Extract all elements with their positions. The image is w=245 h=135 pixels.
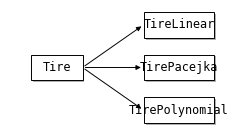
FancyBboxPatch shape <box>33 56 84 82</box>
Text: TirePolynomial: TirePolynomial <box>129 104 229 117</box>
FancyBboxPatch shape <box>146 14 216 40</box>
Text: Tire: Tire <box>42 61 71 74</box>
FancyBboxPatch shape <box>31 55 83 80</box>
FancyBboxPatch shape <box>144 12 214 38</box>
FancyBboxPatch shape <box>144 55 214 80</box>
Text: TirePacejka: TirePacejka <box>140 61 218 74</box>
Text: TireLinear: TireLinear <box>143 18 215 31</box>
FancyBboxPatch shape <box>146 99 216 125</box>
FancyBboxPatch shape <box>146 56 216 82</box>
FancyBboxPatch shape <box>144 97 214 123</box>
